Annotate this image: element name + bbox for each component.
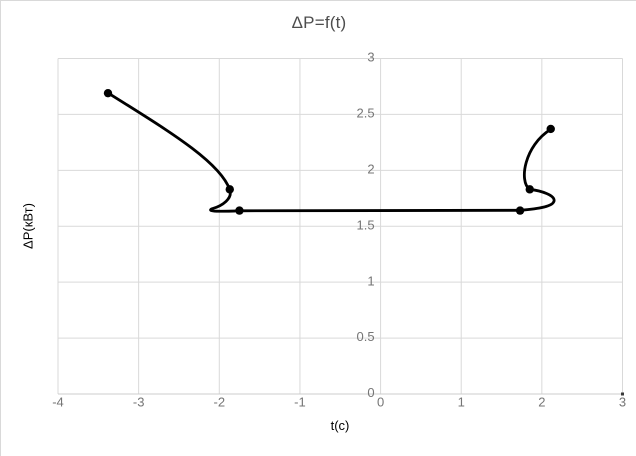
y-tick-label: 3 — [367, 50, 374, 65]
chart-title: ΔP=f(t) — [291, 13, 347, 32]
y-axis-title: ΔP(кВт) — [21, 203, 36, 249]
x-tick-label: -4 — [52, 395, 64, 410]
data-series — [103, 88, 556, 215]
tick-labels: -4 -3 -2 -1 0 1 2 3 0 0.5 1 1.5 2 2.5 3 — [52, 50, 626, 410]
axis-lines — [58, 392, 624, 396]
x-tick-label: 3 — [619, 395, 626, 410]
axis-end-tick — [621, 392, 624, 396]
data-point-marker — [546, 124, 555, 134]
y-tick-label: 2 — [367, 161, 374, 176]
y-tick-label: 0.5 — [356, 329, 374, 344]
x-tick-label: -2 — [214, 395, 226, 410]
y-tick-label: 2.5 — [356, 106, 374, 121]
data-curve — [106, 91, 556, 213]
x-tick-label: 0 — [377, 395, 384, 410]
y-tick-label: 1.5 — [356, 217, 374, 232]
data-point-marker — [225, 185, 234, 194]
y-tick-label: 1 — [367, 273, 374, 288]
data-point-marker — [235, 206, 244, 215]
x-axis-title: t(c) — [331, 418, 350, 433]
x-tick-label: -3 — [133, 395, 145, 410]
x-tick-label: -1 — [294, 395, 306, 410]
x-tick-label: 1 — [458, 395, 465, 410]
y-tick-label: 0 — [367, 385, 374, 400]
data-point-marker — [525, 185, 534, 194]
data-point-marker — [103, 88, 113, 98]
data-point-marker — [515, 206, 525, 215]
x-tick-label: 2 — [538, 395, 545, 410]
gridlines — [57, 58, 623, 395]
